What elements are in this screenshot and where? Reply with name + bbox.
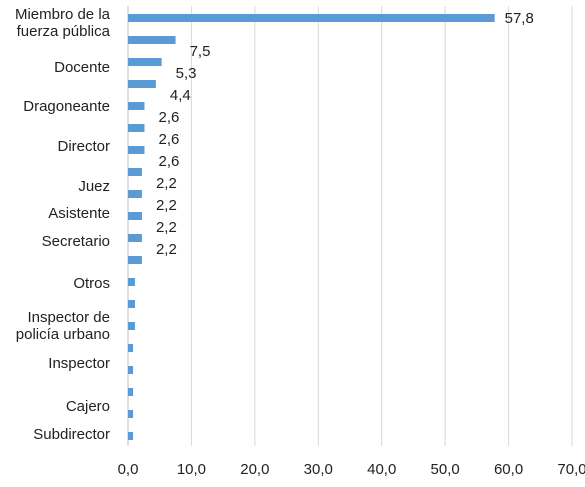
bar (128, 146, 145, 154)
bar (128, 344, 134, 352)
bar (128, 14, 495, 22)
x-tick-label: 30,0 (304, 461, 333, 478)
category-label: Inspector de (27, 309, 110, 326)
x-tick-label: 10,0 (177, 461, 206, 478)
value-label: 7,5 (190, 43, 211, 60)
category-label: Director (57, 138, 110, 155)
bar (128, 58, 162, 66)
category-label: Inspector (48, 355, 110, 372)
category-label: Asistente (48, 205, 110, 222)
gridlines (127, 6, 573, 446)
category-label: Cajero (66, 398, 110, 415)
bar (128, 278, 135, 286)
category-label: policía urbano (16, 326, 110, 343)
x-tick-label: 0,0 (118, 461, 139, 478)
category-label: Subdirector (33, 426, 110, 443)
value-label: 2,2 (156, 219, 177, 236)
value-label: 57,8 (505, 10, 534, 27)
x-tick-label: 20,0 (240, 461, 269, 478)
category-label: Otros (73, 275, 110, 292)
bars (128, 14, 495, 440)
value-labels: 57,8 7,5 5,3 4,4 2,6 2,6 2,6 2,2 2,2 2,2 2,2 (156, 10, 534, 258)
bar (128, 300, 135, 308)
category-label: Miembro de la (15, 6, 111, 23)
x-tick-label: 40,0 (367, 461, 396, 478)
bar (128, 124, 145, 132)
value-label: 2,2 (156, 197, 177, 214)
x-axis-tick-labels: 0,0 10,0 20,0 30,0 40,0 50,0 60,0 70,0 (118, 461, 585, 478)
value-label: 2,2 (156, 175, 177, 192)
category-label: Dragoneante (23, 98, 110, 115)
bar (128, 36, 176, 44)
category-label: fuerza pública (17, 23, 111, 40)
bar (128, 432, 134, 440)
bar (128, 322, 135, 330)
category-label: Docente (54, 59, 110, 76)
bar (128, 256, 142, 264)
bar (128, 168, 142, 176)
bar (128, 212, 142, 220)
value-label: 5,3 (176, 65, 197, 82)
value-label: 4,4 (170, 87, 191, 104)
x-tick-label: 70,0 (557, 461, 585, 478)
bar (128, 366, 134, 374)
value-label: 2,6 (158, 153, 179, 170)
category-label: Secretario (42, 233, 110, 250)
x-tick-label: 50,0 (431, 461, 460, 478)
bar (128, 388, 134, 396)
category-label: Juez (78, 178, 110, 195)
value-label: 2,6 (158, 131, 179, 148)
bar (128, 410, 134, 418)
value-label: 2,6 (158, 109, 179, 126)
value-label: 2,2 (156, 241, 177, 258)
bar (128, 190, 142, 198)
bar (128, 234, 142, 242)
bar (128, 80, 156, 88)
x-tick-label: 60,0 (494, 461, 523, 478)
bar (128, 102, 145, 110)
